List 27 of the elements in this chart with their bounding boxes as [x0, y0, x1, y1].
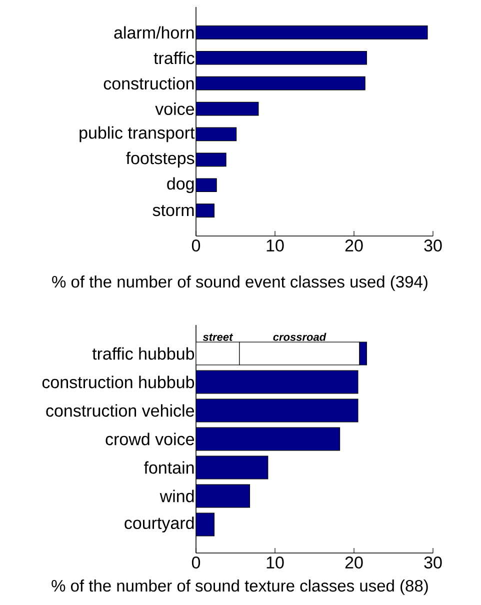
y-tick-label: construction — [104, 77, 194, 90]
y-tick-label: footsteps — [126, 152, 194, 168]
x-axis-title: % of the number of sound texture classes used (88) — [52, 580, 428, 595]
x-tick-label: 30 — [424, 240, 442, 252]
y-tick-label: voice — [155, 102, 194, 116]
x-axis-title: % of the number of sound event classes used (394) — [52, 276, 428, 291]
x-tick-label: 0 — [192, 240, 200, 252]
y-tick-label: crowd voice — [106, 432, 194, 446]
y-tick-label: public transport — [80, 126, 195, 142]
y-tick-label: construction hubbub — [42, 376, 194, 388]
y-tick-label: wind — [160, 490, 194, 502]
x-tick-label: 30 — [424, 556, 442, 569]
x-tick-label: 0 — [192, 556, 200, 569]
y-tick-label: traffic hubbub — [92, 347, 194, 360]
y-tick-label: fontain — [144, 461, 194, 474]
y-tick-label: dog — [167, 177, 194, 194]
y-tick-label: construction vehicle — [46, 404, 194, 417]
x-tick-label: 20 — [345, 240, 363, 252]
y-tick-label: alarm/horn — [114, 26, 194, 39]
y-tick-label: storm — [152, 204, 194, 216]
x-tick-label: 10 — [266, 556, 284, 569]
series-label: crossroad — [273, 332, 326, 341]
y-tick-label: traffic — [154, 52, 194, 64]
series-label: street — [202, 334, 234, 341]
x-tick-label: 20 — [345, 556, 363, 569]
x-tick-label: 10 — [266, 240, 284, 252]
y-tick-label: courtyard — [124, 516, 194, 532]
